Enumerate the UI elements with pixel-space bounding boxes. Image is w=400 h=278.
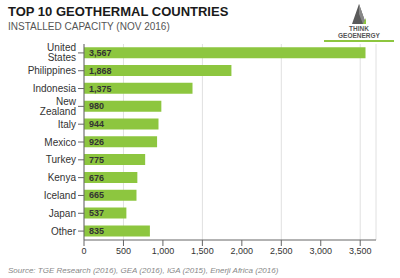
svg-text:944: 944 <box>89 119 104 129</box>
svg-text:500: 500 <box>116 246 131 256</box>
svg-text:676: 676 <box>89 173 104 183</box>
svg-text:2,000: 2,000 <box>231 246 254 256</box>
svg-text:Mexico: Mexico <box>44 137 76 148</box>
svg-text:980: 980 <box>89 101 104 111</box>
html-text:TOP 10 GEOTHERMAL COUNTRIES: TOP 10 GEOTHERMAL COUNTRIES <box>8 4 229 19</box>
svg-text:Indonesia: Indonesia <box>33 83 77 94</box>
svg-text:Other: Other <box>51 226 77 237</box>
html-text:Source: TGE Research (2016), G: Source: TGE Research (2016), GEA (2016),… <box>8 266 279 275</box>
svg-text:835: 835 <box>89 226 104 236</box>
svg-text:Japan: Japan <box>49 208 76 219</box>
html-text:INSTALLED CAPACITY (NOV 2016): INSTALLED CAPACITY (NOV 2016) <box>8 21 170 32</box>
svg-text:2,500: 2,500 <box>270 246 293 256</box>
svg-text:537: 537 <box>89 208 104 218</box>
svg-text:0: 0 <box>81 246 86 256</box>
svg-text:Philippines: Philippines <box>28 65 76 76</box>
svg-text:Kenya: Kenya <box>48 172 77 183</box>
svg-text:1,000: 1,000 <box>152 246 175 256</box>
svg-text:Iceland: Iceland <box>44 190 76 201</box>
svg-text:3,000: 3,000 <box>309 246 332 256</box>
svg-text:665: 665 <box>89 190 104 200</box>
svg-text:926: 926 <box>89 137 104 147</box>
svg-text:775: 775 <box>89 155 104 165</box>
svg-text:1,868: 1,868 <box>89 66 112 76</box>
svg-text:NewZealand: NewZealand <box>40 96 77 117</box>
svg-text:Turkey: Turkey <box>46 154 76 165</box>
svg-text:THINK: THINK <box>349 25 369 32</box>
svg-text:3,500: 3,500 <box>349 246 372 256</box>
svg-text:Italy: Italy <box>58 119 76 130</box>
svg-text:1,375: 1,375 <box>89 84 112 94</box>
svg-text:3,567: 3,567 <box>89 48 112 58</box>
svg-text:GEOENERGY: GEOENERGY <box>338 32 381 39</box>
svg-text:1,500: 1,500 <box>191 246 214 256</box>
svg-text:UnitedStates: UnitedStates <box>47 42 76 63</box>
